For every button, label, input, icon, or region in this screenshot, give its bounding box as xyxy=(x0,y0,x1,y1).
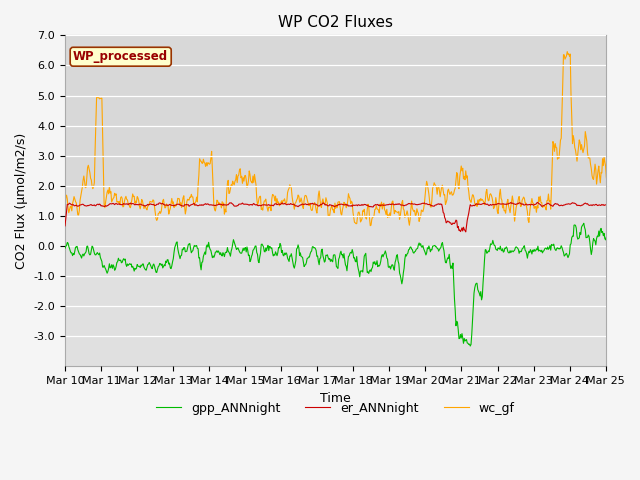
er_ANNnight xyxy=(264,202,271,208)
gpp_ANNnight xyxy=(129,264,136,269)
er_ANNnight xyxy=(285,202,293,207)
gpp_ANNnight xyxy=(580,220,588,226)
gpp_ANNnight xyxy=(467,343,474,349)
gpp_ANNnight xyxy=(638,237,640,242)
wc_gf xyxy=(414,209,422,215)
wc_gf xyxy=(446,192,454,197)
er_ANNnight xyxy=(413,202,420,207)
er_ANNnight xyxy=(631,199,639,205)
gpp_ANNnight xyxy=(61,245,69,251)
Title: WP CO2 Fluxes: WP CO2 Fluxes xyxy=(278,15,393,30)
er_ANNnight xyxy=(462,229,470,235)
gpp_ANNnight xyxy=(413,246,420,252)
er_ANNnight xyxy=(235,202,243,207)
wc_gf xyxy=(235,172,243,178)
Bar xyxy=(65,36,605,186)
gpp_ANNnight xyxy=(445,252,453,257)
wc_gf xyxy=(264,205,271,211)
gpp_ANNnight xyxy=(285,259,293,264)
er_ANNnight xyxy=(129,201,136,206)
wc_gf xyxy=(285,185,293,191)
Line: wc_gf: wc_gf xyxy=(65,51,640,226)
X-axis label: Time: Time xyxy=(320,392,351,405)
gpp_ANNnight xyxy=(235,247,243,252)
wc_gf xyxy=(563,48,571,54)
Line: gpp_ANNnight: gpp_ANNnight xyxy=(65,223,640,346)
wc_gf xyxy=(61,210,69,216)
Legend: gpp_ANNnight, er_ANNnight, wc_gf: gpp_ANNnight, er_ANNnight, wc_gf xyxy=(151,396,520,420)
wc_gf xyxy=(638,216,640,222)
er_ANNnight xyxy=(61,223,69,229)
wc_gf xyxy=(129,191,136,197)
Text: WP_processed: WP_processed xyxy=(73,50,168,63)
er_ANNnight xyxy=(445,219,453,225)
Line: er_ANNnight: er_ANNnight xyxy=(65,202,640,232)
er_ANNnight xyxy=(638,217,640,223)
Y-axis label: CO2 Flux (μmol/m2/s): CO2 Flux (μmol/m2/s) xyxy=(15,132,28,269)
gpp_ANNnight xyxy=(264,244,271,250)
wc_gf xyxy=(367,223,374,228)
